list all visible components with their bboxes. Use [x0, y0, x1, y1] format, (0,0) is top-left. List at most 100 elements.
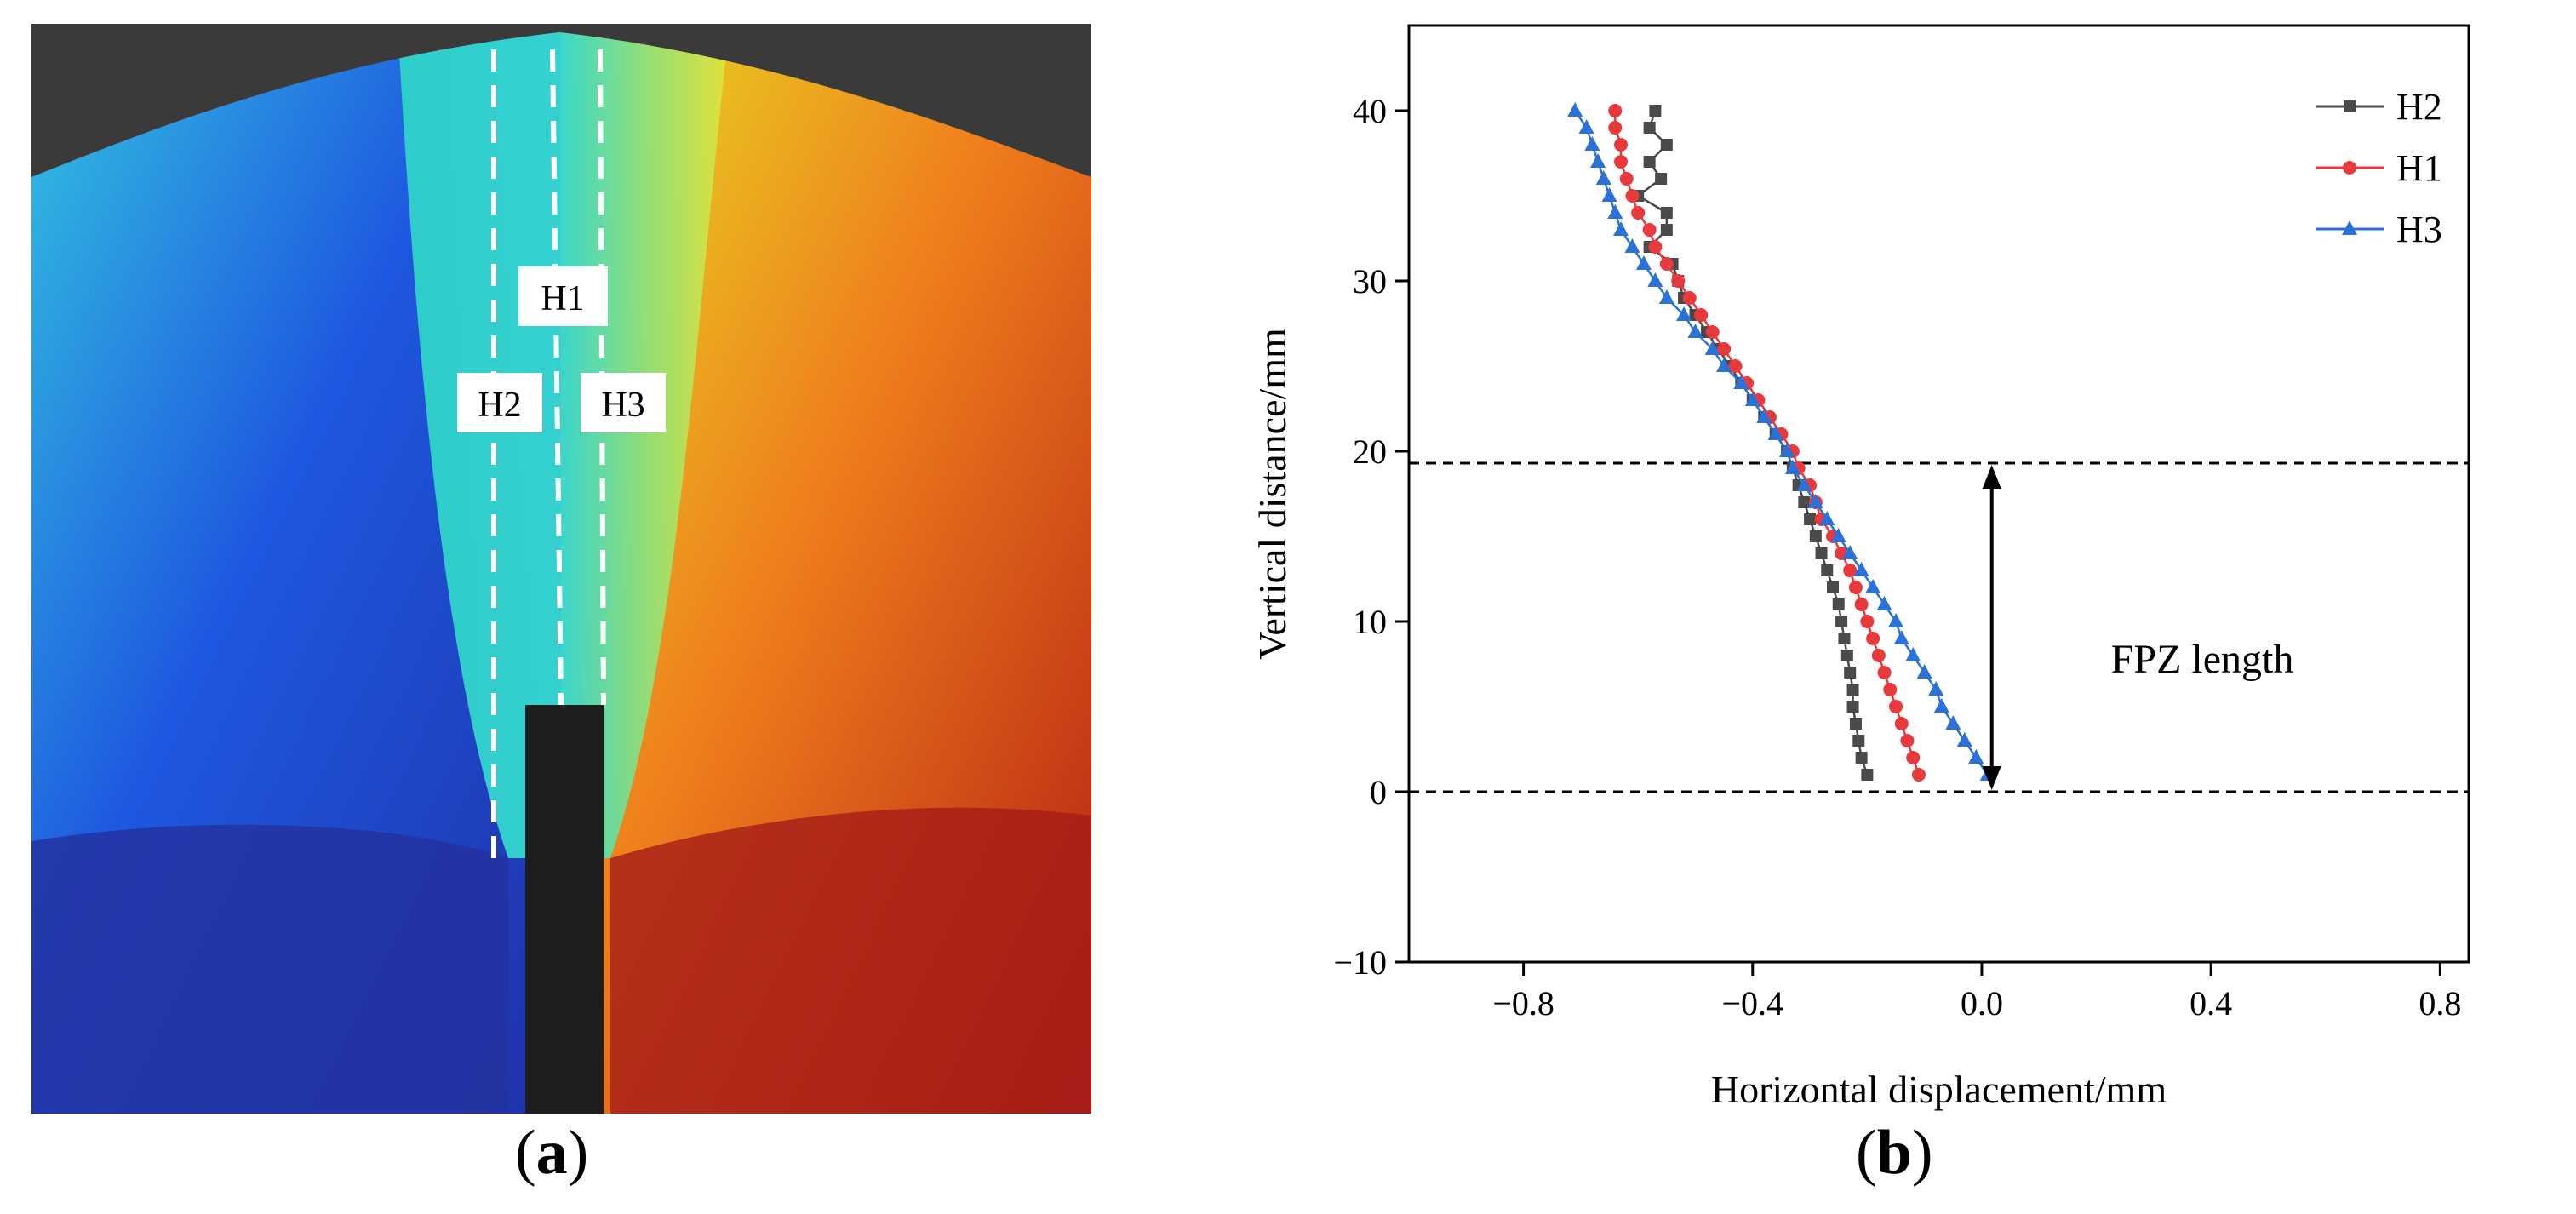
- data-point: [1660, 207, 1673, 219]
- data-point: [1883, 683, 1898, 696]
- data-point: [1855, 752, 1868, 764]
- data-point: [1613, 221, 1629, 236]
- data-point: [1607, 204, 1623, 219]
- data-point: [1676, 306, 1692, 321]
- data-point: [1614, 138, 1628, 152]
- data-point: [1846, 701, 1859, 713]
- data-point: [1849, 718, 1862, 730]
- data-point: [1694, 308, 1709, 322]
- series-line: [1614, 111, 1921, 776]
- data-point: [1660, 139, 1673, 151]
- series-h2: [1632, 105, 1874, 781]
- y-tick-label: 0: [1370, 773, 1387, 811]
- legend-item-h1: H1: [2316, 147, 2442, 189]
- data-point: [1798, 496, 1811, 508]
- data-point: [1643, 156, 1656, 168]
- dic-map-panel: H1 H2 H3: [31, 24, 1091, 1114]
- x-tick-label: −0.8: [1492, 984, 1554, 1022]
- displacement-chart-panel: −0.8 −0.4 0.0 0.4 0.8 −10 0 10 20 30 40 H2 H1 H3 FP…: [1234, 17, 2545, 1132]
- legend-item-h3: H3: [2316, 209, 2442, 250]
- fpz-arrow-head-top: [1982, 465, 2001, 489]
- data-point: [1877, 666, 1892, 679]
- data-point: [1819, 511, 1835, 525]
- data-point: [1945, 715, 1961, 730]
- data-point: [1608, 121, 1623, 135]
- data-point: [1900, 734, 1915, 747]
- data-point: [1821, 564, 1834, 576]
- data-point: [1809, 530, 1822, 542]
- data-point: [1635, 255, 1652, 270]
- data-point: [1866, 632, 1880, 645]
- label-h3-box: H3: [581, 373, 666, 432]
- data-point: [1876, 596, 1892, 610]
- data-point: [1905, 647, 1921, 661]
- data-point: [1584, 136, 1600, 151]
- data-point: [1893, 630, 1909, 644]
- y-axis-label: Vertical distance/mm: [1251, 328, 1294, 660]
- data-point: [1595, 170, 1611, 185]
- data-point: [1660, 224, 1673, 236]
- data-point: [1853, 562, 1869, 576]
- series-h3: [1567, 102, 1995, 781]
- data-point: [1830, 528, 1846, 542]
- data-point: [1659, 257, 1674, 271]
- data-point: [1642, 223, 1657, 237]
- fpz-length-label: FPZ length: [2111, 637, 2294, 682]
- data-point: [1804, 513, 1817, 525]
- data-point: [1865, 579, 1881, 593]
- data-point: [1578, 119, 1594, 134]
- series-line: [1574, 110, 1989, 776]
- data-point: [1671, 274, 1686, 288]
- data-point: [1796, 477, 1812, 491]
- data-point: [1784, 460, 1800, 474]
- data-point: [1658, 289, 1674, 304]
- data-point: [1779, 443, 1795, 457]
- data-point: [1861, 769, 1874, 781]
- data-point: [1846, 684, 1859, 696]
- y-tick-label: −10: [1333, 943, 1387, 982]
- label-h2: H2: [478, 386, 521, 425]
- data-point: [1854, 598, 1869, 611]
- y-tick-label: 40: [1353, 92, 1387, 130]
- label-h1-box: H1: [518, 266, 608, 326]
- data-point: [1888, 613, 1904, 627]
- displacement-chart: −0.8 −0.4 0.0 0.4 0.8 −10 0 10 20 30 40 H2 H1 H3 FP…: [1251, 24, 2470, 1111]
- legend-label: H2: [2396, 86, 2442, 128]
- line-h1: [550, 49, 564, 706]
- data-point: [1682, 291, 1697, 305]
- data-point: [1860, 615, 1875, 628]
- data-point: [1728, 359, 1743, 373]
- data-point: [1767, 426, 1783, 440]
- x-tick-label: 0.8: [2419, 984, 2461, 1022]
- data-point: [1933, 698, 1949, 713]
- data-point: [1852, 735, 1865, 747]
- data-point: [1911, 768, 1926, 782]
- legend-marker: [2344, 100, 2356, 112]
- data-point: [1655, 173, 1668, 185]
- data-point: [1717, 342, 1732, 356]
- data-point: [1687, 324, 1703, 338]
- x-tick-label: 0.0: [1961, 984, 2003, 1022]
- y-tick-label: 10: [1353, 603, 1387, 641]
- data-point: [1840, 650, 1853, 661]
- label-h3: H3: [601, 386, 644, 425]
- data-point: [1844, 667, 1857, 679]
- data-point: [1648, 240, 1663, 254]
- fpz-arrow-head-bottom: [1982, 766, 2001, 790]
- data-point: [1744, 392, 1760, 406]
- data-point: [1608, 104, 1623, 117]
- data-point: [1601, 187, 1617, 202]
- data-point: [1827, 581, 1839, 593]
- legend-label: H3: [2396, 209, 2442, 250]
- series-h1: [1608, 104, 1926, 782]
- data-point: [1631, 206, 1646, 220]
- data-point: [1848, 581, 1863, 594]
- lower-right-field: [610, 807, 1091, 1114]
- x-tick-label: −0.4: [1722, 984, 1784, 1022]
- dic-map: H1 H2 H3: [31, 24, 1091, 1114]
- panel-label-b: (b): [1856, 1118, 1933, 1188]
- data-point: [1968, 749, 1984, 764]
- plot-frame: [1407, 24, 2470, 964]
- data-point: [1619, 172, 1634, 186]
- data-point: [1956, 732, 1972, 747]
